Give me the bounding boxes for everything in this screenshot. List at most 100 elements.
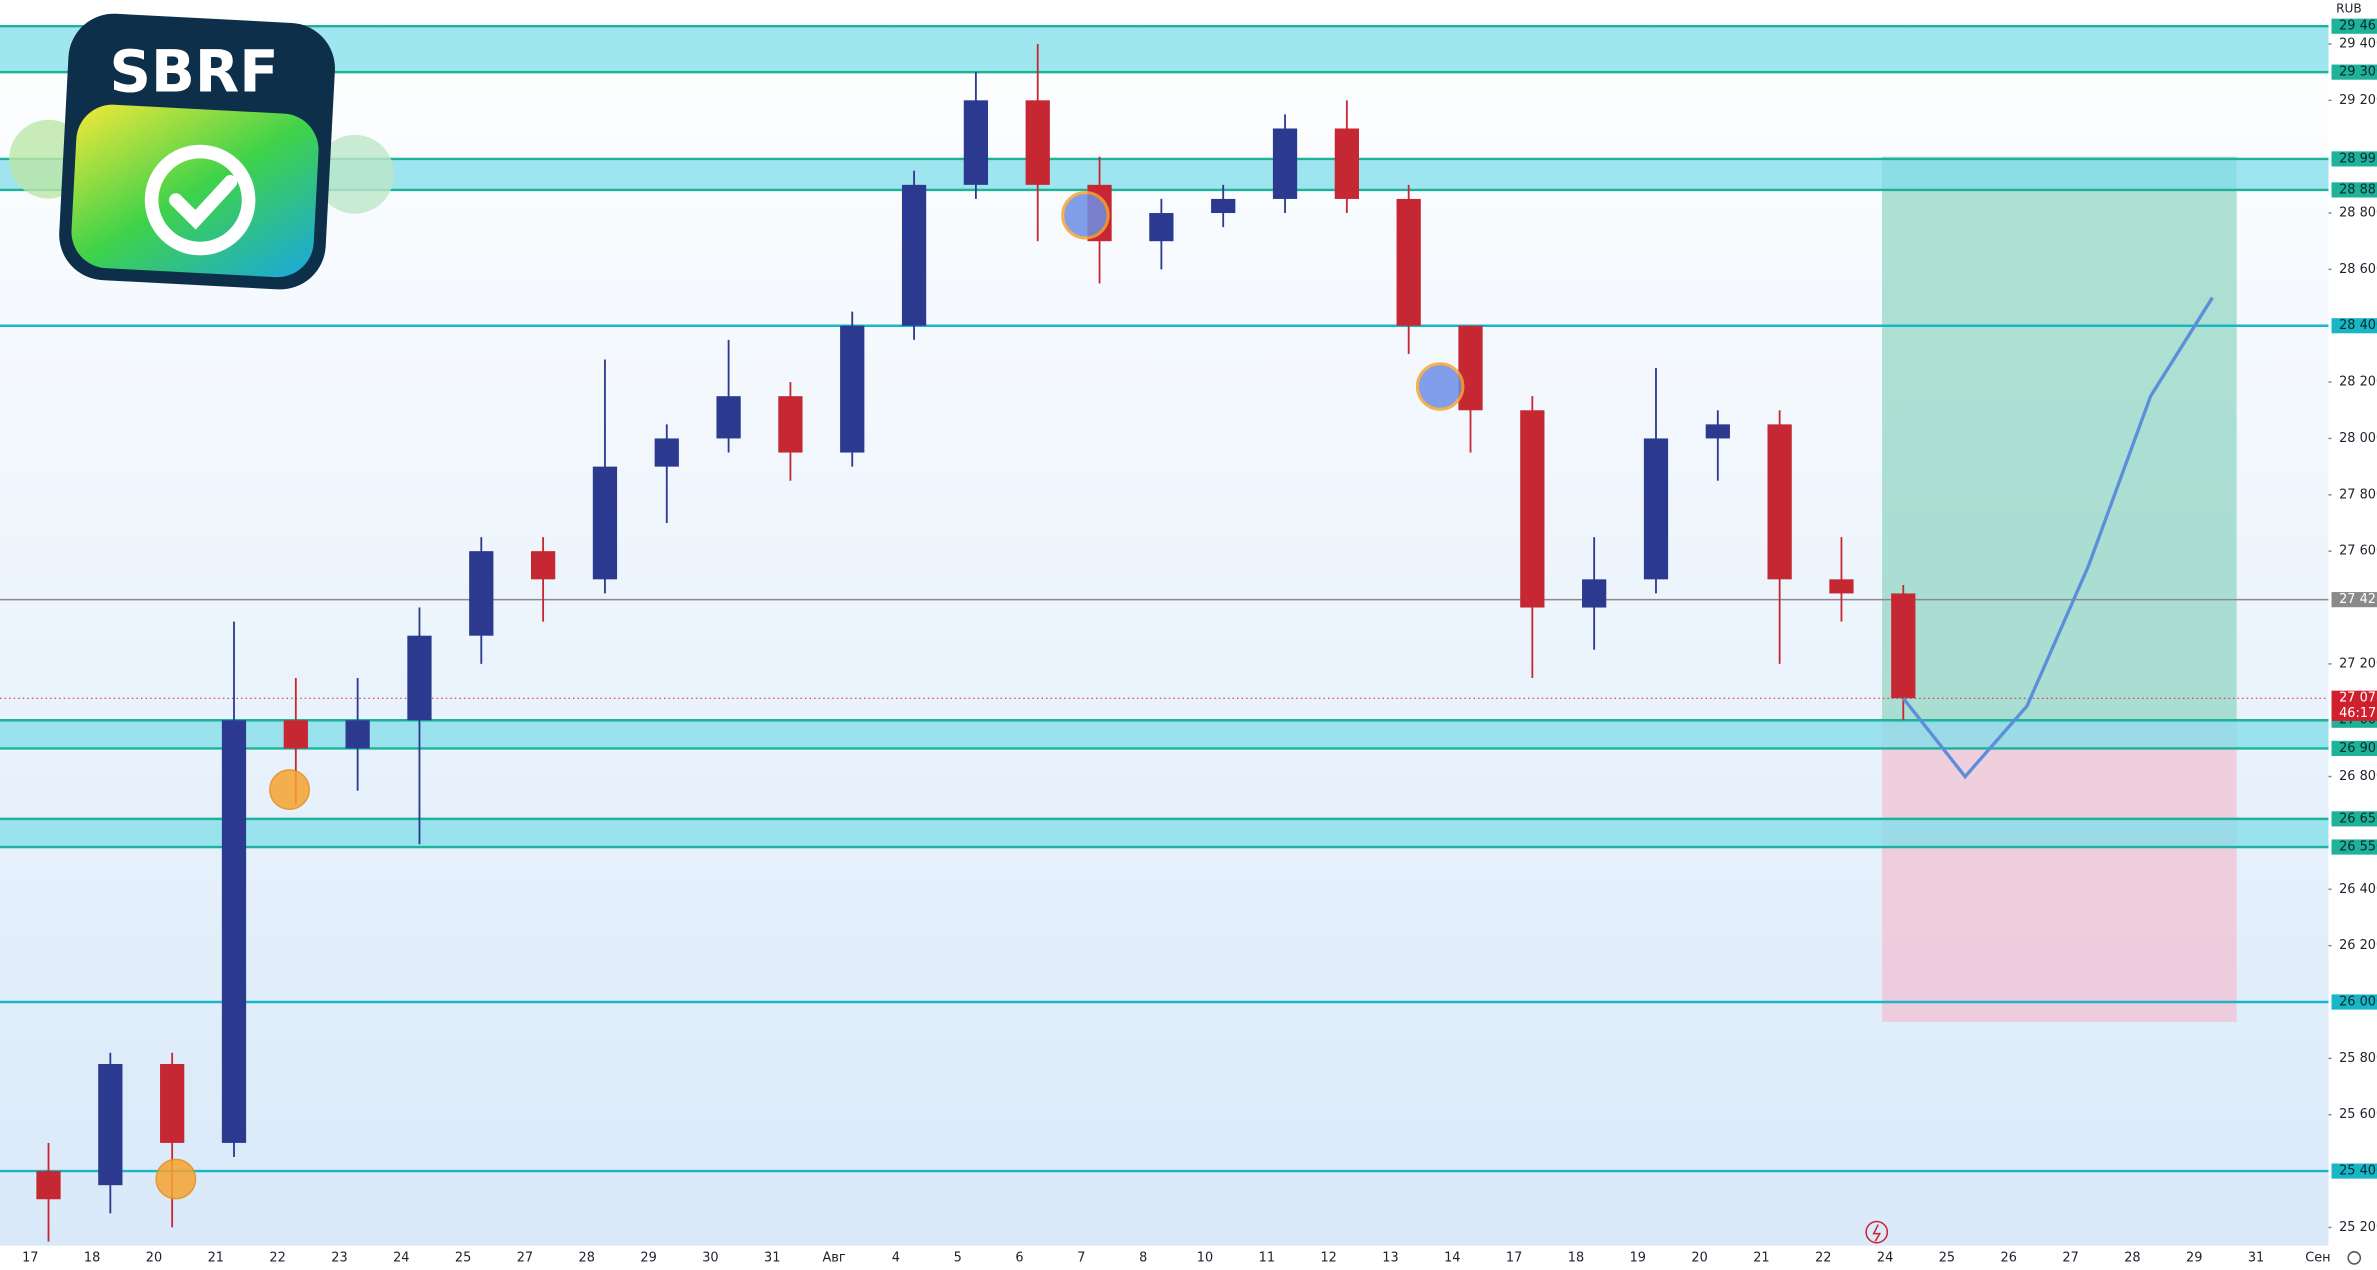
x-tick-label: 29 [2186,1250,2202,1265]
level-label: 26 000 [2339,995,2377,1010]
x-tick-label: 28 [2124,1250,2140,1265]
x-tick-label: 13 [1382,1250,1398,1265]
x-tick-label: 25 [455,1250,471,1265]
zone-label-box [2331,839,2377,855]
x-tick-label: 19 [1630,1250,1646,1265]
candle-body [1396,198,1421,326]
y-tick-label: 28 800 [2339,206,2377,221]
y-tick-label: 28 600 [2339,262,2377,277]
y-tick-label: 25 600 [2339,1107,2377,1122]
x-tick-label: 27 [517,1250,533,1265]
x-tick-label: 24 [393,1250,409,1265]
position-loss [1882,723,2237,1022]
highlight [155,1158,197,1200]
y-tick-label: 27 800 [2339,487,2377,502]
level-label-box [2331,318,2377,334]
candle-body [654,438,679,467]
x-tick-label: 17 [1506,1250,1522,1265]
zone-label-box [2331,740,2377,756]
x-tick-label: 21 [208,1250,224,1265]
level-label: 28 400 [2339,318,2377,333]
x-tick-label: 10 [1197,1250,1213,1265]
candle-body [1891,593,1916,699]
candle-body [840,325,865,453]
x-tick-label: 14 [1444,1250,1460,1265]
x-tick-label: Авг [822,1250,845,1265]
x-tick-label: 5 [954,1250,962,1265]
candle-body [1211,198,1236,214]
candle-body [221,720,247,1143]
zone-label: 26 900 [2339,741,2377,756]
y-tick-label: 26 400 [2339,882,2377,897]
x-tick-label: 30 [702,1250,718,1265]
y-tick-label: 29 400 [2339,36,2377,51]
candle-body [901,184,927,326]
x-tick-label: 11 [1259,1250,1275,1265]
x-tick-label: 31 [2248,1250,2264,1265]
x-tick-label: 28 [579,1250,595,1265]
y-tick-label: 25 200 [2339,1220,2377,1235]
candle-body [963,100,989,185]
x-tick-label: 18 [84,1250,100,1265]
x-tick-label: 21 [1753,1250,1769,1265]
last-price-box [2331,690,2377,721]
highlight [1415,362,1465,411]
candle-body [1149,213,1174,242]
candle-body [1767,424,1792,580]
last-price-label: 27 078 [2339,691,2377,706]
x-tick-label: 20 [1691,1250,1707,1265]
logo-ring [144,144,256,256]
candle-body [283,720,308,749]
candle-body [469,551,494,636]
y-tick-label: 28 000 [2339,431,2377,446]
candle-body [1643,438,1669,580]
candle-body [1582,579,1607,608]
candle-body [36,1171,61,1200]
x-tick-label: 31 [764,1250,780,1265]
zone-label: 26 650 [2339,811,2377,826]
reference-label: 27 428 [2339,592,2377,607]
countdown-label: 46:17 [2339,706,2376,721]
logo: SBRF [9,13,395,290]
candle-body [1458,325,1483,411]
zone-label-box [2331,182,2377,198]
candle-body [716,396,741,439]
zone-label-box [2331,64,2377,80]
logo-badge [315,134,395,214]
candle-body [1334,128,1359,199]
x-tick-label: 12 [1320,1250,1336,1265]
position-profit [1882,156,2237,724]
zone-label: 26 550 [2339,840,2377,855]
x-tick-label: 4 [892,1250,900,1265]
candle-body [345,720,370,749]
level-label-box [2331,994,2377,1010]
settings-icon[interactable] [2347,1251,2362,1265]
logo-check [169,175,238,230]
x-tick-label: 27 [2062,1250,2078,1265]
y-tick-label: 28 200 [2339,375,2377,390]
y-tick-label: 25 800 [2339,1051,2377,1066]
y-tick-label: 29 200 [2339,93,2377,108]
highlight [269,769,311,811]
reference-label-box [2331,592,2377,608]
zone-label: 28 882 [2339,182,2377,197]
zone [0,818,2329,848]
currency-label: RUB [2336,2,2362,16]
candle-body [1520,410,1545,608]
x-tick-label: 22 [1815,1250,1831,1265]
zone-label-box [2331,18,2377,34]
logo-title: SBRF [110,38,279,105]
highlight [1061,190,1110,240]
event-icon [1865,1220,1889,1244]
x-tick-label: 23 [331,1250,347,1265]
level-label-box [2331,1163,2377,1179]
y-tick-label: 26 200 [2339,938,2377,953]
projection-line [1901,296,2214,780]
event-bolt [1872,1224,1882,1242]
y-tick-label: 27 600 [2339,544,2377,559]
candle-body [530,551,556,580]
zone-label: 28 992 [2339,151,2377,166]
x-tick-label: 25 [1939,1250,1955,1265]
zone-label: 29 463 [2339,19,2377,34]
